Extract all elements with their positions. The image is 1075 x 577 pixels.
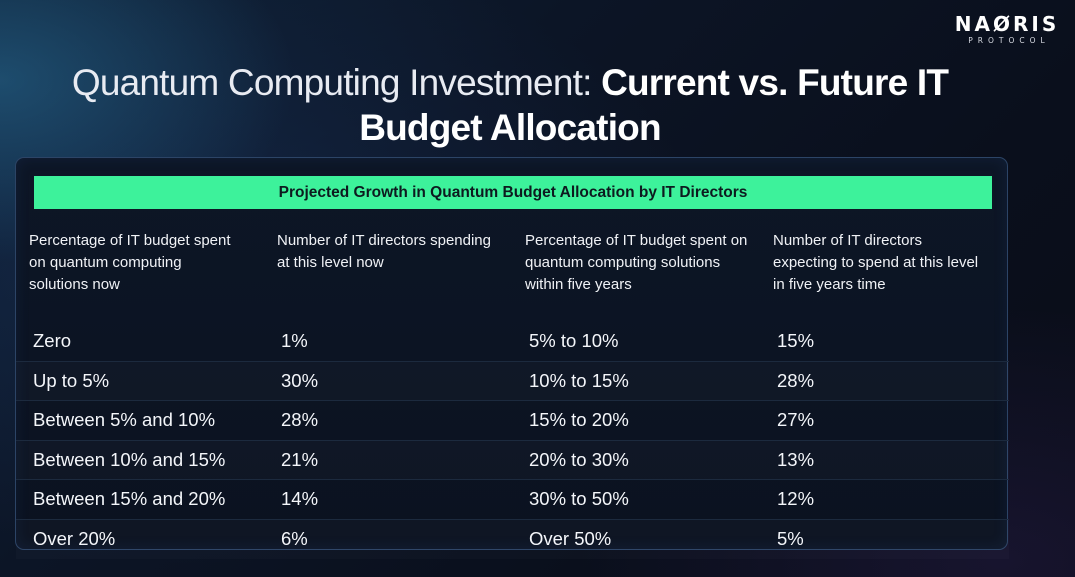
cell-future-directors: 13%: [777, 448, 815, 470]
column-header-future-directors: Number of IT directors expecting to spen…: [773, 232, 979, 293]
cell-current-directors: 28%: [281, 409, 319, 431]
cell-current-percentage: Between 10% and 15%: [33, 448, 226, 470]
budget-table-panel: Projected Growth in Quantum Budget Alloc…: [15, 157, 1009, 550]
page-title-light: Quantum Computing Investment:: [71, 62, 602, 103]
column-header-current-directors: Number of IT directors spending at this …: [277, 232, 491, 271]
cell-future-directors: 15%: [777, 330, 815, 351]
cell-future-percentage: 5% to 10%: [529, 330, 619, 351]
cell-current-percentage: Zero: [33, 330, 72, 351]
cell-future-directors: 5%: [777, 527, 804, 549]
logo-wordmark: NAØRIS: [954, 12, 1060, 36]
table-row: Between 5% and 10% 28% 15% to 20% 27%: [16, 401, 1009, 441]
cell-current-directors: 30%: [281, 369, 319, 391]
cell-current-directors: 21%: [281, 448, 319, 470]
cell-future-percentage: Over 50%: [529, 527, 612, 549]
logo-subtitle: PROTOCOL: [968, 36, 1050, 45]
page-title: Quantum Computing Investment: Current vs…: [40, 60, 980, 150]
naoris-protocol-logo: NAØRIS PROTOCOL: [951, 13, 1063, 46]
table-row: Over 20% 6% Over 50% 5%: [16, 520, 1009, 559]
table-row: Up to 5% 30% 10% to 15% 28%: [16, 362, 1009, 402]
cell-future-percentage: 15% to 20%: [529, 409, 629, 431]
cell-current-directors: 1%: [281, 330, 308, 351]
table-row: Between 10% and 15% 21% 20% to 30% 13%: [16, 441, 1009, 481]
cell-future-percentage: 30% to 50%: [529, 488, 629, 510]
page-title-bold: Current vs. Future IT Budget Allocation: [359, 62, 949, 148]
cell-current-percentage: Between 15% and 20%: [33, 488, 226, 510]
cell-current-directors: 6%: [281, 527, 308, 549]
cell-current-percentage: Over 20%: [33, 527, 116, 549]
cell-future-percentage: 20% to 30%: [529, 448, 629, 470]
column-header-future-percentage: Percentage of IT budget spent on quantum…: [525, 232, 748, 293]
table-banner: Projected Growth in Quantum Budget Alloc…: [34, 176, 992, 209]
table-row: Zero 1% 5% to 10% 15%: [16, 322, 1009, 362]
cell-current-directors: 14%: [281, 488, 319, 510]
cell-current-percentage: Up to 5%: [33, 369, 110, 391]
cell-future-percentage: 10% to 15%: [529, 369, 629, 391]
column-header-current-percentage: Percentage of IT budget spent on quantum…: [29, 232, 231, 293]
cell-future-directors: 12%: [777, 488, 815, 510]
table-header-row: Percentage of IT budget spent on quantum…: [16, 230, 1009, 320]
cell-future-directors: 27%: [777, 409, 815, 431]
table-row: Between 15% and 20% 14% 30% to 50% 12%: [16, 480, 1009, 520]
cell-current-percentage: Between 5% and 10%: [33, 409, 216, 431]
cell-future-directors: 28%: [777, 369, 815, 391]
table-body: Zero 1% 5% to 10% 15% Up to 5% 30% 10% t…: [16, 322, 1009, 559]
